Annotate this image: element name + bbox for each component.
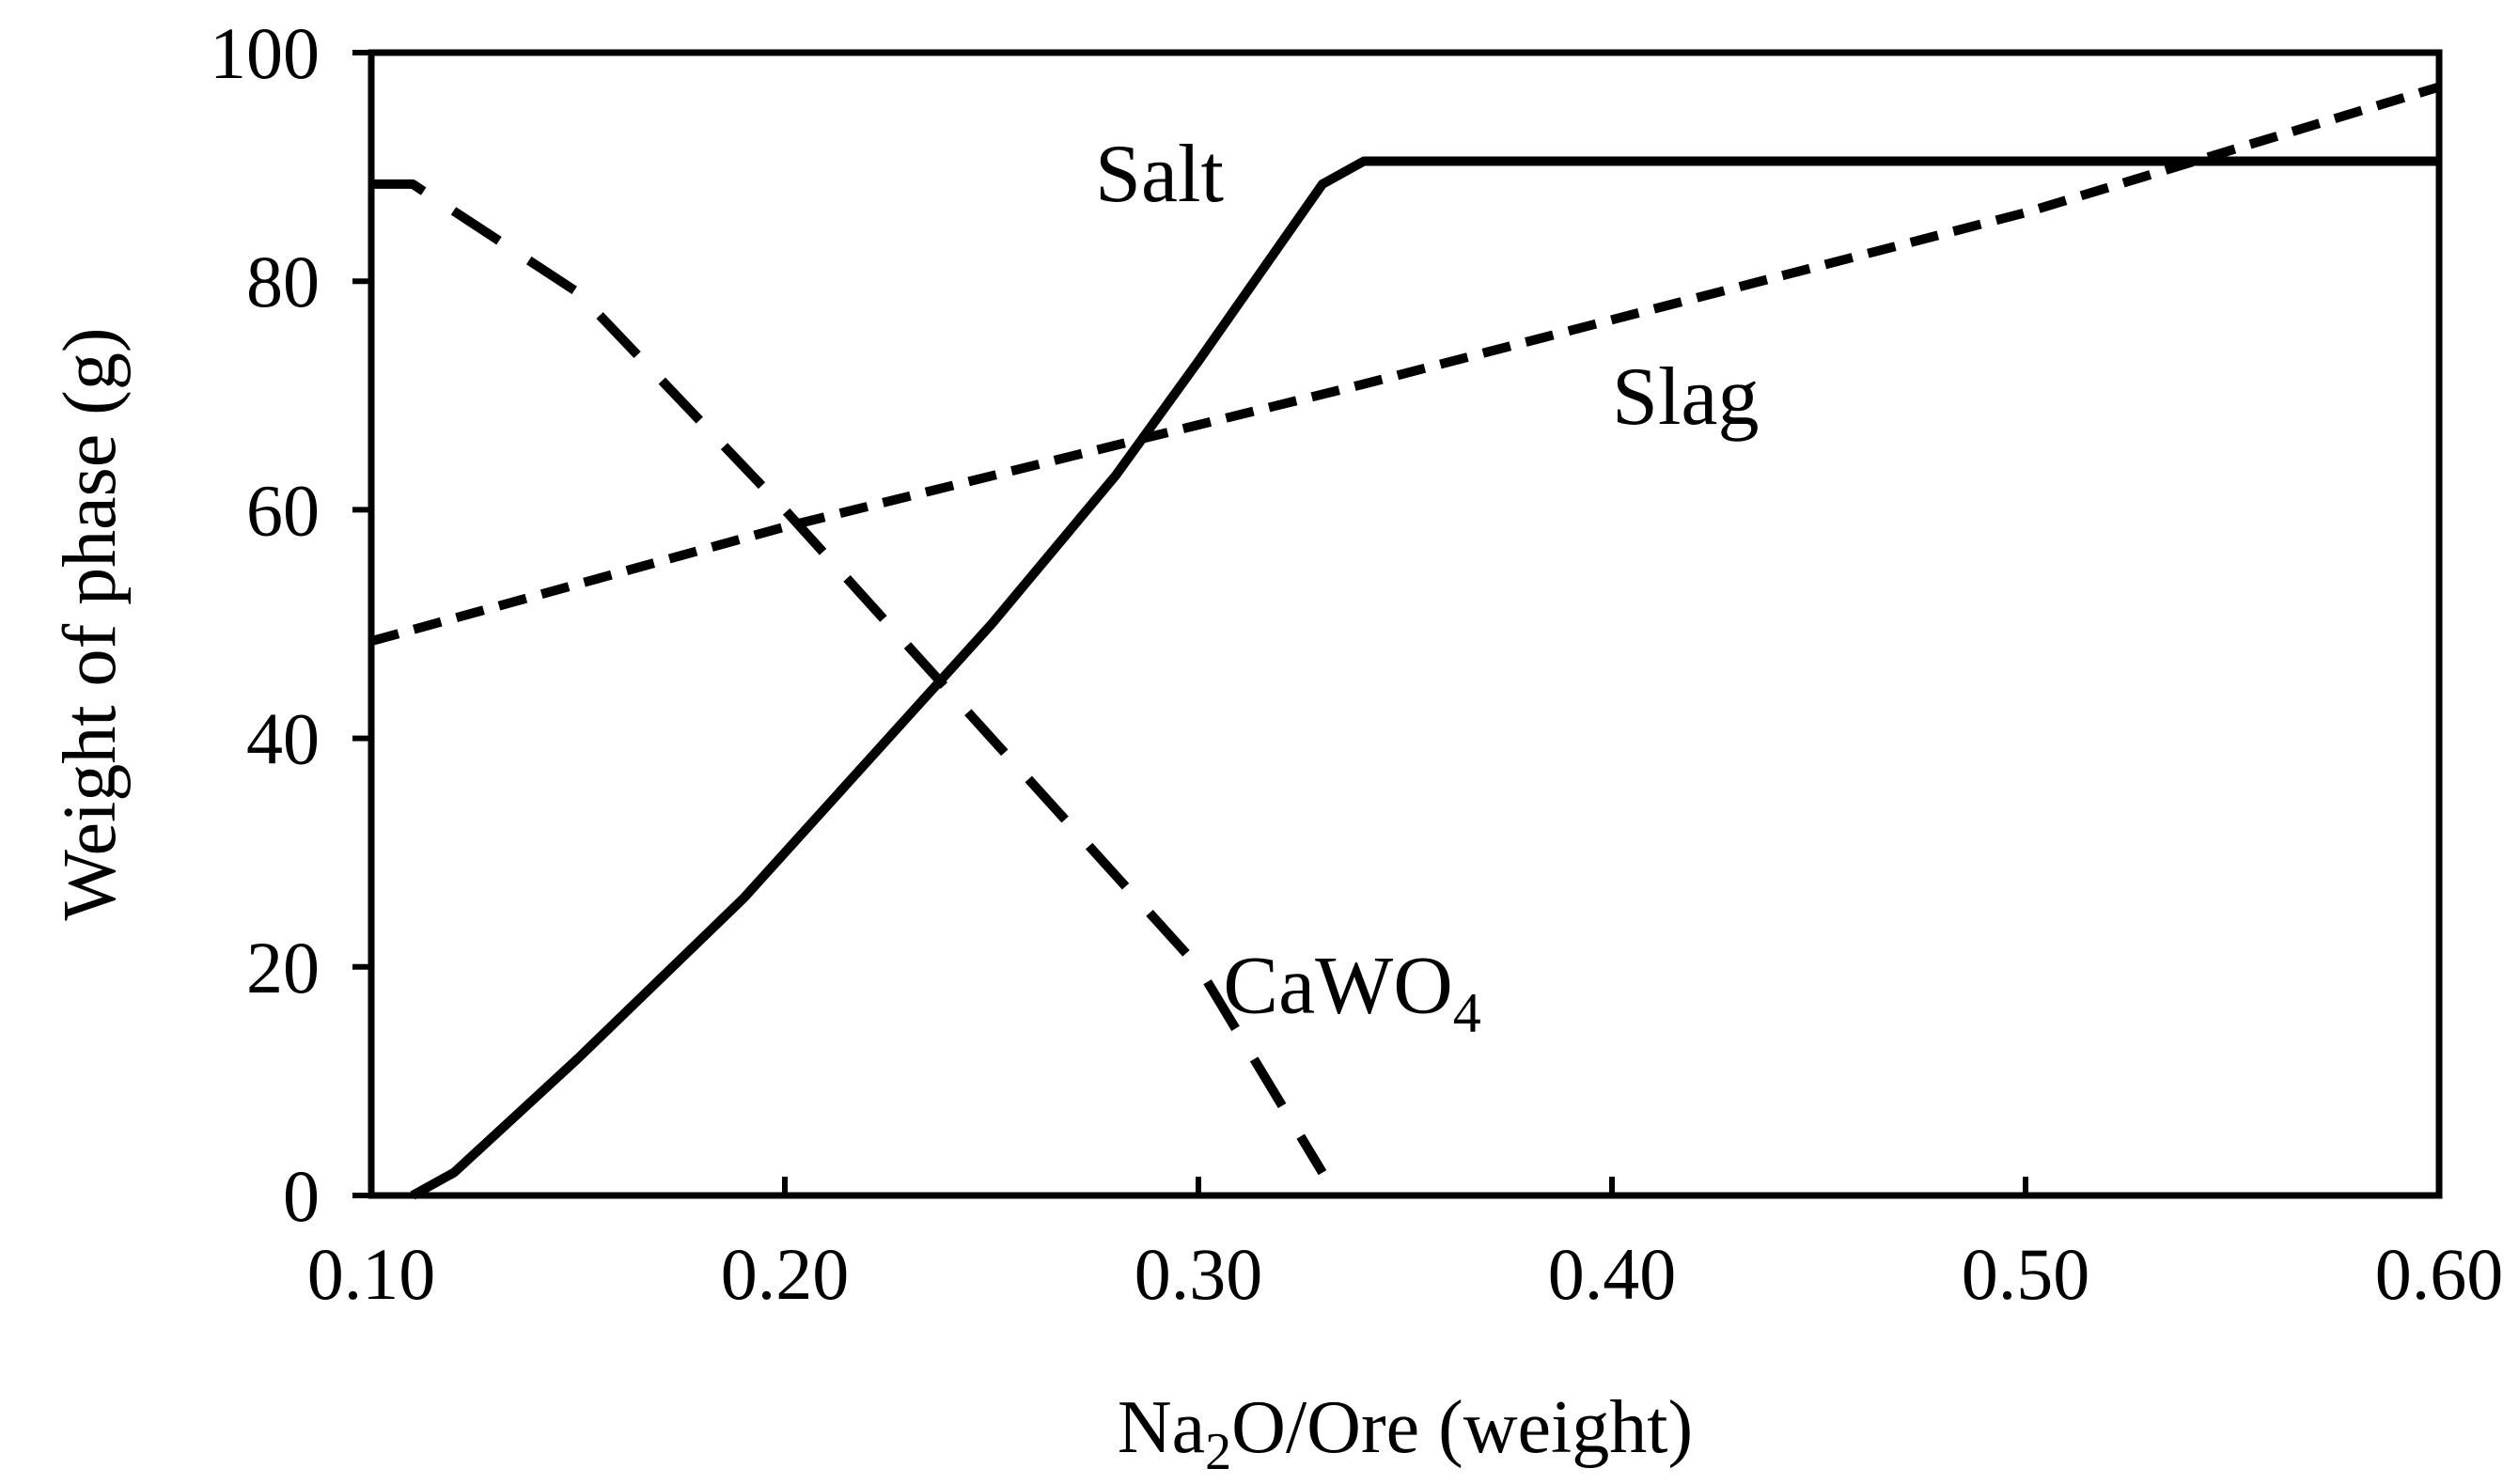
y-tick-label: 80	[246, 241, 320, 322]
x-tick-label: 0.50	[1962, 1233, 2090, 1315]
plot-frame	[368, 49, 2443, 1199]
series-label-slag: Slag	[1612, 351, 1759, 443]
x-tick-label: 0.60	[2375, 1233, 2504, 1315]
series-labels: Salt Slag CaWO4	[1095, 129, 1759, 1043]
y-tick-label: 0	[283, 1155, 320, 1237]
series-label-text: CaWO	[1223, 940, 1452, 1031]
series-line-slag	[369, 82, 2441, 647]
plot-area	[352, 49, 2443, 1200]
y-tick-label: 100	[210, 12, 320, 94]
x-tick-label: 0.20	[721, 1233, 850, 1315]
y-axis-tick-labels: 0 20 40 60 80 100	[210, 12, 320, 1237]
x-axis-title-pre: Na	[1118, 1386, 1205, 1469]
x-axis-title: Na2O/Ore (weight)	[1118, 1386, 1693, 1481]
x-axis-tick-labels: 0.10 0.20 0.30 0.40 0.50 0.60	[307, 1233, 2504, 1315]
y-axis-ticks	[352, 50, 371, 1198]
series-label-salt: Salt	[1095, 129, 1224, 220]
x-axis-ticks	[368, 1177, 2442, 1195]
series-lines	[369, 82, 2441, 1200]
y-tick-label: 60	[246, 469, 320, 551]
x-axis-title-subscript: 2	[1205, 1423, 1231, 1481]
x-tick-label: 0.10	[307, 1233, 436, 1315]
x-tick-label: 0.30	[1134, 1233, 1263, 1315]
series-label-cawo4: CaWO4	[1223, 940, 1480, 1043]
series-label-text: Slag	[1612, 351, 1759, 443]
y-tick-label: 20	[246, 927, 320, 1008]
x-axis-title-post: O/Ore (weight)	[1231, 1386, 1693, 1469]
y-tick-label: 40	[246, 698, 320, 780]
series-line-cawo4	[371, 179, 1327, 1176]
x-tick-label: 0.40	[1548, 1233, 1677, 1315]
y-axis-title: Weight of phase (g)	[49, 327, 132, 920]
series-label-text: Salt	[1095, 129, 1224, 220]
series-line-salt	[410, 156, 2439, 1200]
series-label-subscript: 4	[1453, 981, 1481, 1043]
